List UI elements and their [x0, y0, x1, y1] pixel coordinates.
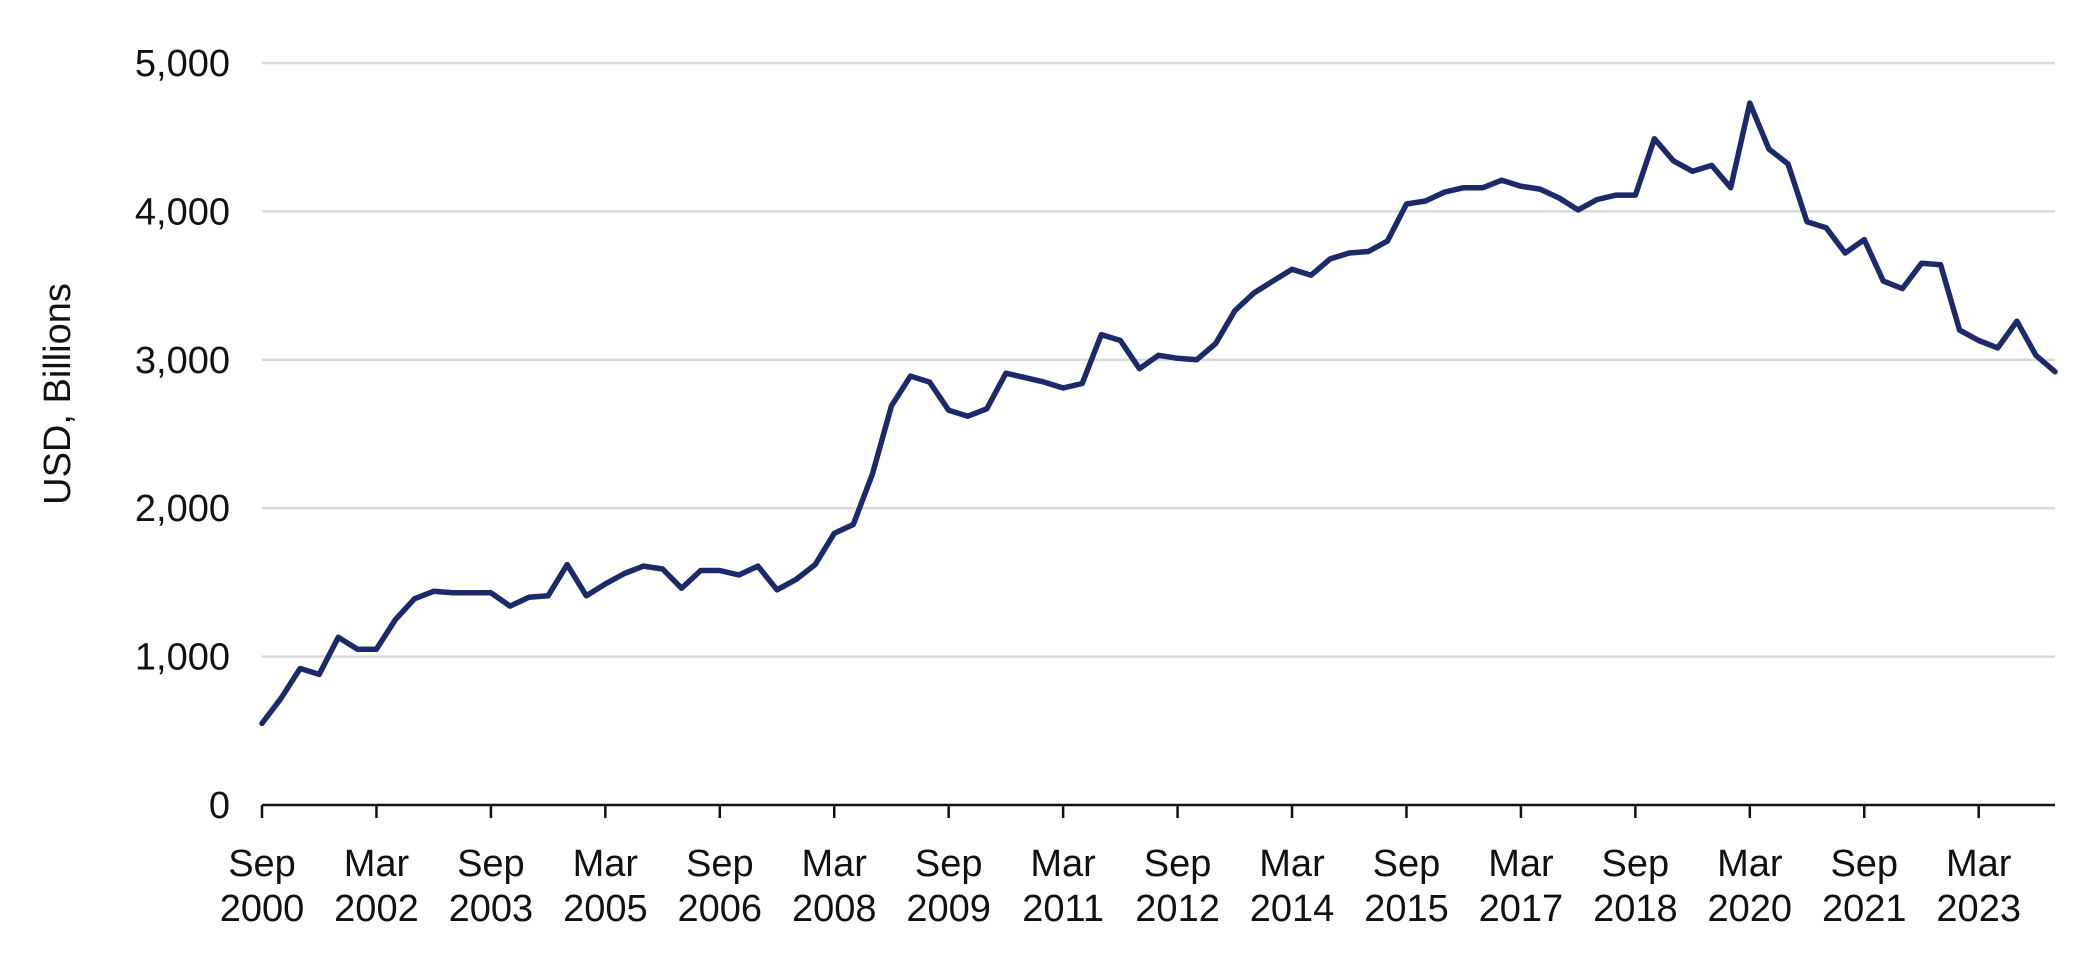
- x-tick-label-year: 2003: [449, 888, 534, 930]
- x-tick-label-year: 2002: [334, 888, 419, 930]
- x-tick-label-year: 2015: [1364, 888, 1449, 930]
- x-tick-label-year: 2021: [1822, 888, 1907, 930]
- x-tick-label-year: 2000: [220, 888, 305, 930]
- y-tick-label: 5,000: [135, 43, 230, 85]
- x-tick-label-year: 2012: [1135, 888, 1220, 930]
- y-tick-labels: 0 1,000 2,000 3,000 4,000 5,000: [135, 43, 230, 827]
- x-tick-label-month: Mar: [573, 843, 639, 885]
- y-axis-label: USD, Billions: [37, 283, 79, 505]
- x-tick-label-year: 2014: [1250, 888, 1335, 930]
- y-tick-label: 2,000: [135, 488, 230, 530]
- x-tick-label-month: Mar: [344, 843, 410, 885]
- x-tick-label-month: Mar: [1717, 843, 1783, 885]
- x-tick-label-year: 2008: [792, 888, 877, 930]
- x-tick-label-month: Mar: [1946, 843, 2012, 885]
- x-axis-ticks: Sep2000Mar2002Sep2003Mar2005Sep2006Mar20…: [220, 805, 2021, 930]
- x-tick-label-year: 2005: [563, 888, 648, 930]
- x-tick-label-month: Sep: [1144, 843, 1212, 885]
- series-group: [259, 100, 2058, 727]
- x-tick-label-year: 2023: [1936, 888, 2021, 930]
- x-tick-label-month: Sep: [1830, 843, 1898, 885]
- x-tick-label-month: Sep: [686, 843, 754, 885]
- x-tick-label-month: Sep: [228, 843, 296, 885]
- y-tick-label: 3,000: [135, 340, 230, 382]
- x-tick-label-month: Sep: [457, 843, 525, 885]
- series-line: [259, 100, 2058, 727]
- y-tick-label: 0: [209, 785, 230, 827]
- x-tick-label-year: 2009: [906, 888, 991, 930]
- x-tick-label-year: 2006: [678, 888, 763, 930]
- x-tick-label-month: Sep: [1373, 843, 1441, 885]
- x-tick-label-month: Mar: [1488, 843, 1554, 885]
- gridlines: [262, 61, 2055, 658]
- x-tick-label-year: 2011: [1022, 888, 1104, 930]
- x-tick-label-month: Mar: [1259, 843, 1325, 885]
- x-tick-label-year: 2020: [1708, 888, 1793, 930]
- x-tick-label-year: 2017: [1479, 888, 1564, 930]
- x-tick-label-month: Sep: [915, 843, 983, 885]
- x-tick-label-month: Sep: [1602, 843, 1670, 885]
- x-tick-label-month: Mar: [802, 843, 868, 885]
- x-tick-label-year: 2018: [1593, 888, 1678, 930]
- x-tick-label-month: Mar: [1030, 843, 1096, 885]
- y-tick-label: 4,000: [135, 191, 230, 233]
- y-tick-label: 1,000: [135, 637, 230, 679]
